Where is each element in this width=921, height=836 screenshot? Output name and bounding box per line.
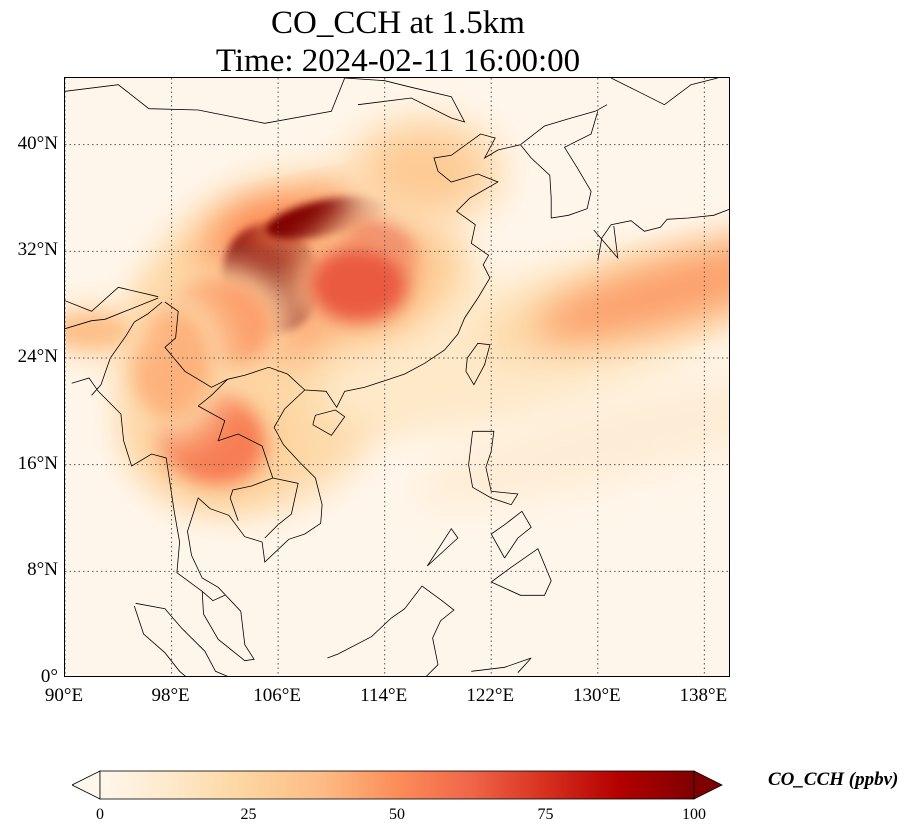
- latitude-tick-label: 40°N: [17, 132, 58, 154]
- country-border: [197, 379, 228, 407]
- hotspot: [131, 309, 212, 420]
- country-border: [164, 301, 306, 391]
- coastline: [426, 527, 459, 567]
- colorbar-tick-label: 25: [240, 806, 257, 823]
- colorbar-extend-min: [72, 770, 101, 800]
- coastline: [327, 585, 455, 676]
- title-time: Time: 2024-02-11 16:00:00: [215, 43, 581, 79]
- latitude-tick-label: 16°N: [17, 452, 58, 474]
- longitude-tick-label: 130°E: [572, 685, 621, 706]
- latitude-tick-label: 24°N: [17, 346, 58, 367]
- gridlines: [65, 78, 729, 676]
- colorbar-tick-label: 100: [682, 806, 706, 823]
- coastline: [468, 430, 519, 506]
- latitude-tick-label: 32°N: [17, 239, 58, 261]
- colorbar-tick-label: 75: [537, 806, 554, 823]
- map-title: CO_CCH at 1.5km Time: 2024-02-11 16:00:0…: [0, 4, 796, 80]
- coastline: [304, 133, 521, 409]
- latitude-tick-label: 8°N: [27, 559, 58, 581]
- map-panel: [64, 77, 730, 677]
- coastline: [471, 657, 532, 673]
- hotspot: [364, 131, 485, 212]
- coastline: [520, 111, 599, 219]
- coastline: [593, 225, 619, 260]
- longitude-tick-label: 90°E: [44, 685, 84, 706]
- longitude-tick-label: 106°E: [253, 685, 301, 706]
- longitude-tick-label: 114°E: [360, 685, 408, 706]
- map-canvas: [65, 78, 729, 676]
- coastline: [490, 548, 552, 596]
- country-border: [91, 301, 163, 396]
- hotspot: [265, 196, 384, 240]
- country-border: [264, 477, 299, 539]
- coastline: [312, 409, 346, 436]
- hotspot: [536, 243, 729, 340]
- country-border: [520, 104, 608, 146]
- coastline: [465, 342, 491, 386]
- longitude-tick-label: 98°E: [151, 685, 190, 706]
- country-border: [65, 297, 159, 330]
- colorbar-tick-label: 0: [96, 806, 104, 823]
- latitude-tick-label: 0°: [40, 666, 58, 687]
- coastline: [71, 377, 323, 662]
- coastline: [135, 602, 228, 676]
- hotspot: [65, 313, 132, 350]
- latitude-ticks: 0° 8°N 16°N 24°N 32°N 40°N: [0, 0, 58, 836]
- country-border: [201, 590, 225, 602]
- country-border: [65, 286, 159, 312]
- coastline: [133, 605, 186, 676]
- country-border: [65, 78, 346, 124]
- colorbar: [72, 770, 723, 800]
- concentration-field: [65, 115, 729, 514]
- colorbar-label: CO_CCH (ppbv): [768, 769, 899, 790]
- colorbar-extend-max: [693, 770, 723, 800]
- hotspot: [308, 246, 409, 323]
- country-border: [344, 78, 466, 123]
- longitude-tick-label: 122°E: [466, 685, 515, 706]
- colorbar-gradient: [99, 770, 695, 800]
- longitude-tick-label: 138°E: [679, 685, 728, 706]
- country-border: [198, 405, 274, 521]
- country-border: [610, 78, 718, 106]
- coastline: [597, 209, 729, 261]
- coastlines: [65, 78, 729, 676]
- title-variable: CO_CCH at 1.5km: [271, 5, 525, 41]
- colorbar-tick-label: 50: [389, 806, 405, 823]
- haze-region: [411, 369, 729, 507]
